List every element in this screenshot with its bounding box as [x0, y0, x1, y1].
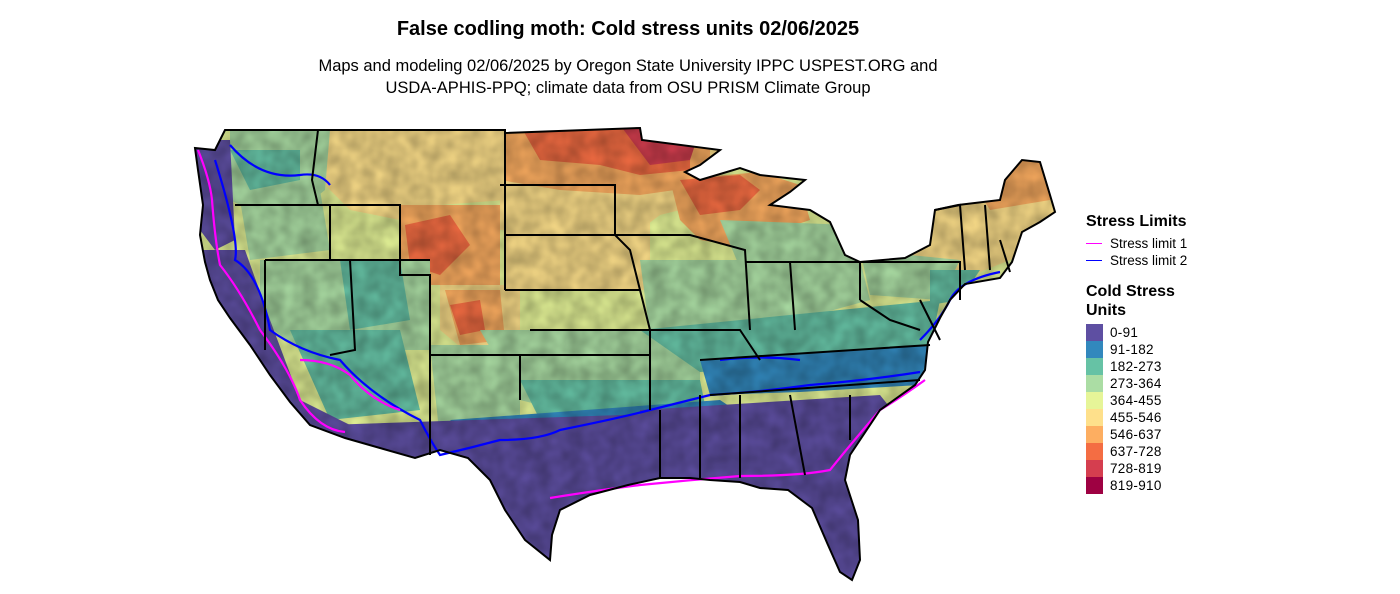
class-label: 637-728	[1110, 444, 1162, 459]
us-cold-stress-map	[194, 127, 1056, 581]
stress-limit-2-label: Stress limit 2	[1110, 253, 1188, 268]
class-label: 273-364	[1110, 376, 1162, 391]
class-swatch	[1086, 392, 1103, 409]
legend-class-2: 182-273	[1086, 358, 1206, 375]
cold-stress-class-list: 0-91 91-182 182-273 273-364 364-455 455-…	[1086, 324, 1206, 494]
csu-title-line-1: Cold Stress	[1086, 283, 1175, 300]
legend-class-1: 91-182	[1086, 341, 1206, 358]
cold-stress-units-legend-title: Cold Stress Units	[1086, 282, 1206, 320]
class-label: 91-182	[1110, 342, 1154, 357]
class-swatch	[1086, 409, 1103, 426]
class-label: 728-819	[1110, 461, 1162, 476]
class-label: 0-91	[1110, 325, 1139, 340]
stress-limit-2-swatch	[1086, 260, 1102, 261]
legend-class-5: 455-546	[1086, 409, 1206, 426]
stress-limits-legend-title: Stress Limits	[1086, 213, 1187, 230]
class-swatch	[1086, 375, 1103, 392]
class-swatch	[1086, 324, 1103, 341]
csu-title-line-2: Units	[1086, 302, 1126, 319]
class-swatch	[1086, 426, 1103, 443]
legend-item-stress-limit-1: Stress limit 1	[1086, 235, 1206, 252]
class-label: 455-546	[1110, 410, 1162, 425]
legend-class-4: 364-455	[1086, 392, 1206, 409]
class-swatch	[1086, 341, 1103, 358]
stress-limit-1-label: Stress limit 1	[1110, 236, 1188, 251]
legend-item-stress-limit-2: Stress limit 2	[1086, 252, 1206, 269]
class-label: 819-910	[1110, 478, 1162, 493]
class-label: 546-637	[1110, 427, 1162, 442]
map-title: False codling moth: Cold stress units 02…	[396, 18, 860, 40]
class-label: 364-455	[1110, 393, 1162, 408]
stress-limit-2-contour	[213, 144, 1001, 457]
class-swatch	[1086, 460, 1103, 477]
class-swatch	[1086, 477, 1103, 494]
state-borders	[194, 127, 1056, 581]
legend-class-9: 819-910	[1086, 477, 1206, 494]
legend-class-6: 546-637	[1086, 426, 1206, 443]
map-subtitle: Maps and modeling 02/06/2025 by Oregon S…	[228, 55, 1028, 99]
class-swatch	[1086, 443, 1103, 460]
legend-class-3: 273-364	[1086, 375, 1206, 392]
legend-class-7: 637-728	[1086, 443, 1206, 460]
stress-limit-1-swatch	[1086, 243, 1102, 244]
legend-class-0: 0-91	[1086, 324, 1206, 341]
legend-class-8: 728-819	[1086, 460, 1206, 477]
map-legend: Stress Limits Stress limit 1 Stress limi…	[1086, 212, 1206, 494]
subtitle-line-1: Maps and modeling 02/06/2025 by Oregon S…	[318, 57, 938, 75]
cold-stress-raster	[195, 128, 1055, 580]
class-swatch	[1086, 358, 1103, 375]
subtitle-line-2: USDA-APHIS-PPQ; climate data from OSU PR…	[385, 79, 871, 97]
class-label: 182-273	[1110, 359, 1162, 374]
